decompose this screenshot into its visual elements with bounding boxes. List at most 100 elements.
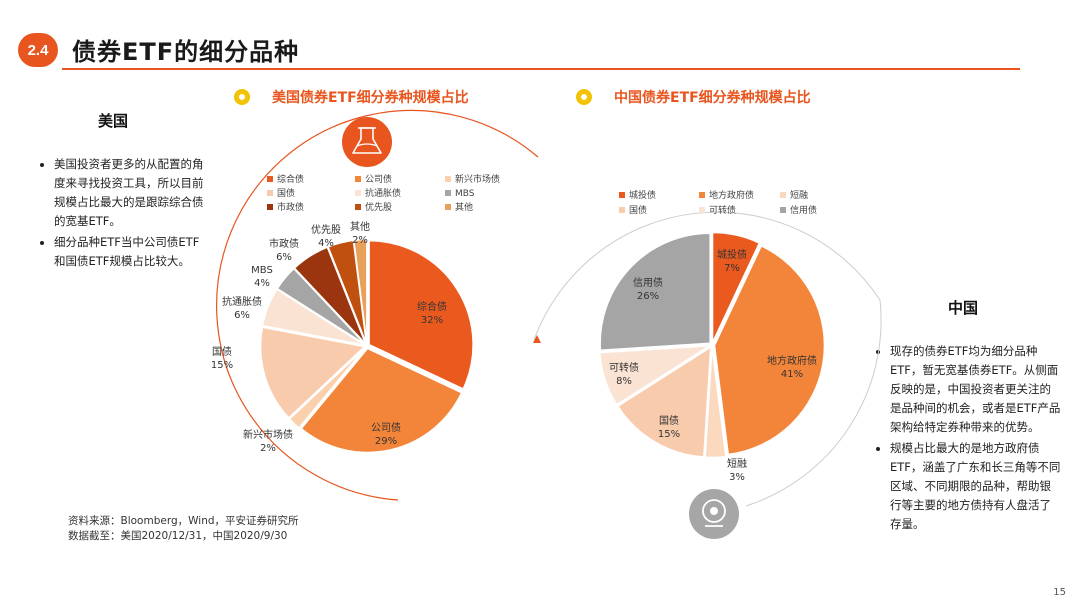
cn-pie-chart	[599, 231, 826, 459]
legend-swatch	[699, 192, 705, 198]
us-region-title: 美国	[98, 112, 129, 130]
circle-bullet-icon	[576, 89, 592, 105]
pie-slice	[599, 345, 711, 406]
cn-chart-title: 中国债券ETF细分券种规模占比	[614, 90, 811, 106]
cn-note-item: 现存的债券ETF均为细分品种ETF，暂无宽基债券ETF。从侧面反映的是，中国投资…	[890, 342, 1062, 437]
slice-category-label: 信用债	[633, 276, 663, 289]
data-date-line: 数据截至：美国2020/12/31，中国2020/9/30	[68, 530, 288, 542]
us-data-labels: 综合债32%公司债29%新兴市场债2%国债15%抗通胀债6%MBS4%市政债6%…	[211, 220, 447, 454]
legend-label: 短融	[790, 189, 808, 201]
cn-chart-heading: 中国债券ETF细分券种规模占比	[576, 86, 811, 108]
pie-slice	[616, 345, 712, 458]
legend-swatch	[619, 207, 625, 213]
legend-swatch	[445, 176, 451, 182]
slice-value-label: 6%	[234, 310, 250, 321]
legend-swatch	[445, 190, 451, 196]
slice-category-label: 短融	[727, 457, 747, 470]
pie-slice	[352, 238, 368, 344]
slice-value-label: 8%	[616, 376, 632, 387]
pie-slice	[261, 288, 366, 346]
legend-label: 优先股	[365, 201, 392, 213]
source-note: 资料来源：Bloomberg，Wind，平安证券研究所 数据截至：美国2020/…	[68, 514, 299, 544]
legend-label: 国债	[629, 204, 647, 216]
pie-slice	[288, 347, 366, 430]
cn-note-item: 规模占比最大的是地方政府债ETF，涵盖了广东和长三角等不同区域、不同期限的品种，…	[890, 439, 1062, 534]
flask-icon	[342, 117, 392, 167]
webcam-icon	[689, 489, 739, 539]
legend-label: 市政债	[277, 201, 304, 213]
slice-value-label: 7%	[724, 263, 740, 274]
pie-slice	[704, 347, 727, 459]
page-title: 债券ETF的细分品种	[72, 38, 300, 66]
legend-swatch	[445, 204, 451, 210]
legend-label: 综合债	[277, 173, 304, 185]
legend-label: MBS	[455, 189, 475, 199]
us-orbit-arc	[216, 109, 539, 501]
slice-category-label: 优先股	[311, 223, 341, 236]
pie-slice	[293, 246, 367, 345]
cn-region-title: 中国	[948, 299, 979, 317]
legend-swatch	[355, 176, 361, 182]
legend-label: 国债	[277, 187, 295, 199]
slice-category-label: 国债	[659, 414, 679, 427]
legend-swatch	[780, 207, 786, 213]
pie-slice	[276, 267, 366, 346]
us-note-item: 细分品种ETF当中公司债ETF和国债ETF规模占比较大。	[54, 233, 206, 271]
section-number-badge: 2.4	[18, 33, 58, 67]
pie-slice	[368, 239, 474, 390]
legend-label: 其他	[455, 201, 473, 213]
slice-category-label: 地方政府债	[767, 354, 817, 367]
pie-slice	[599, 232, 711, 351]
slice-value-label: 3%	[729, 472, 745, 483]
slice-value-label: 2%	[352, 235, 368, 246]
arrow-head-icon	[533, 335, 541, 343]
legend-label: 公司债	[365, 173, 392, 185]
us-chart-heading: 美国债券ETF细分券种规模占比	[234, 86, 469, 108]
slice-category-label: MBS	[251, 265, 273, 276]
circle-bullet-icon	[234, 89, 250, 105]
legend-swatch	[355, 204, 361, 210]
slice-value-label: 4%	[318, 238, 334, 249]
slice-category-label: 国债	[212, 345, 232, 358]
slice-value-label: 4%	[254, 278, 270, 289]
slice-category-label: 新兴市场债	[243, 428, 293, 441]
us-chart-title: 美国债券ETF细分券种规模占比	[272, 90, 469, 106]
slice-value-label: 29%	[375, 436, 397, 447]
us-notes: 美国投资者更多的从配置的角度来寻找投资工具，所以目前规模占比最大的是跟踪综合债的…	[38, 155, 206, 273]
cn-orbit-arc-lower	[745, 299, 882, 507]
legend-swatch	[699, 207, 705, 213]
slice-category-label: 其他	[350, 220, 370, 233]
legend-swatch	[619, 192, 625, 198]
slice-category-label: 城投债	[717, 248, 747, 261]
legend-swatch	[780, 192, 786, 198]
slice-value-label: 26%	[637, 291, 659, 302]
pie-slice	[713, 244, 826, 456]
pie-slice	[259, 326, 367, 419]
page-number: 15	[1053, 587, 1066, 598]
cn-orbit-arc	[533, 211, 881, 341]
slice-value-label: 32%	[421, 315, 443, 326]
source-line: 资料来源：Bloomberg，Wind，平安证券研究所	[68, 515, 299, 527]
slice-value-label: 15%	[658, 429, 680, 440]
legend-swatch	[267, 190, 273, 196]
slice-value-label: 41%	[781, 369, 803, 380]
cn-notes: 现存的债券ETF均为细分品种ETF，暂无宽基债券ETF。从侧面反映的是，中国投资…	[874, 342, 1062, 536]
us-pie-chart	[259, 238, 474, 454]
legend-label: 城投债	[629, 189, 656, 201]
legend-label: 地方政府债	[709, 189, 754, 201]
legend-swatch	[267, 204, 273, 210]
cn-data-labels: 城投债 7% 地方政府债 41% 短融 3% 国债 15% 可转债 8% 信用债 26%	[609, 248, 817, 483]
slice-category-label: 公司债	[371, 421, 401, 434]
legend-swatch	[267, 176, 273, 182]
slice-category-label: 市政债	[269, 237, 299, 250]
legend-label: 新兴市场债	[455, 173, 500, 185]
slice-value-label: 2%	[260, 443, 276, 454]
us-note-item: 美国投资者更多的从配置的角度来寻找投资工具，所以目前规模占比最大的是跟踪综合债的…	[54, 155, 206, 231]
pie-slice	[300, 347, 463, 454]
legend-label: 抗通胀债	[365, 187, 401, 199]
legend-label: 可转债	[709, 204, 736, 216]
slice-value-label: 15%	[211, 360, 233, 371]
